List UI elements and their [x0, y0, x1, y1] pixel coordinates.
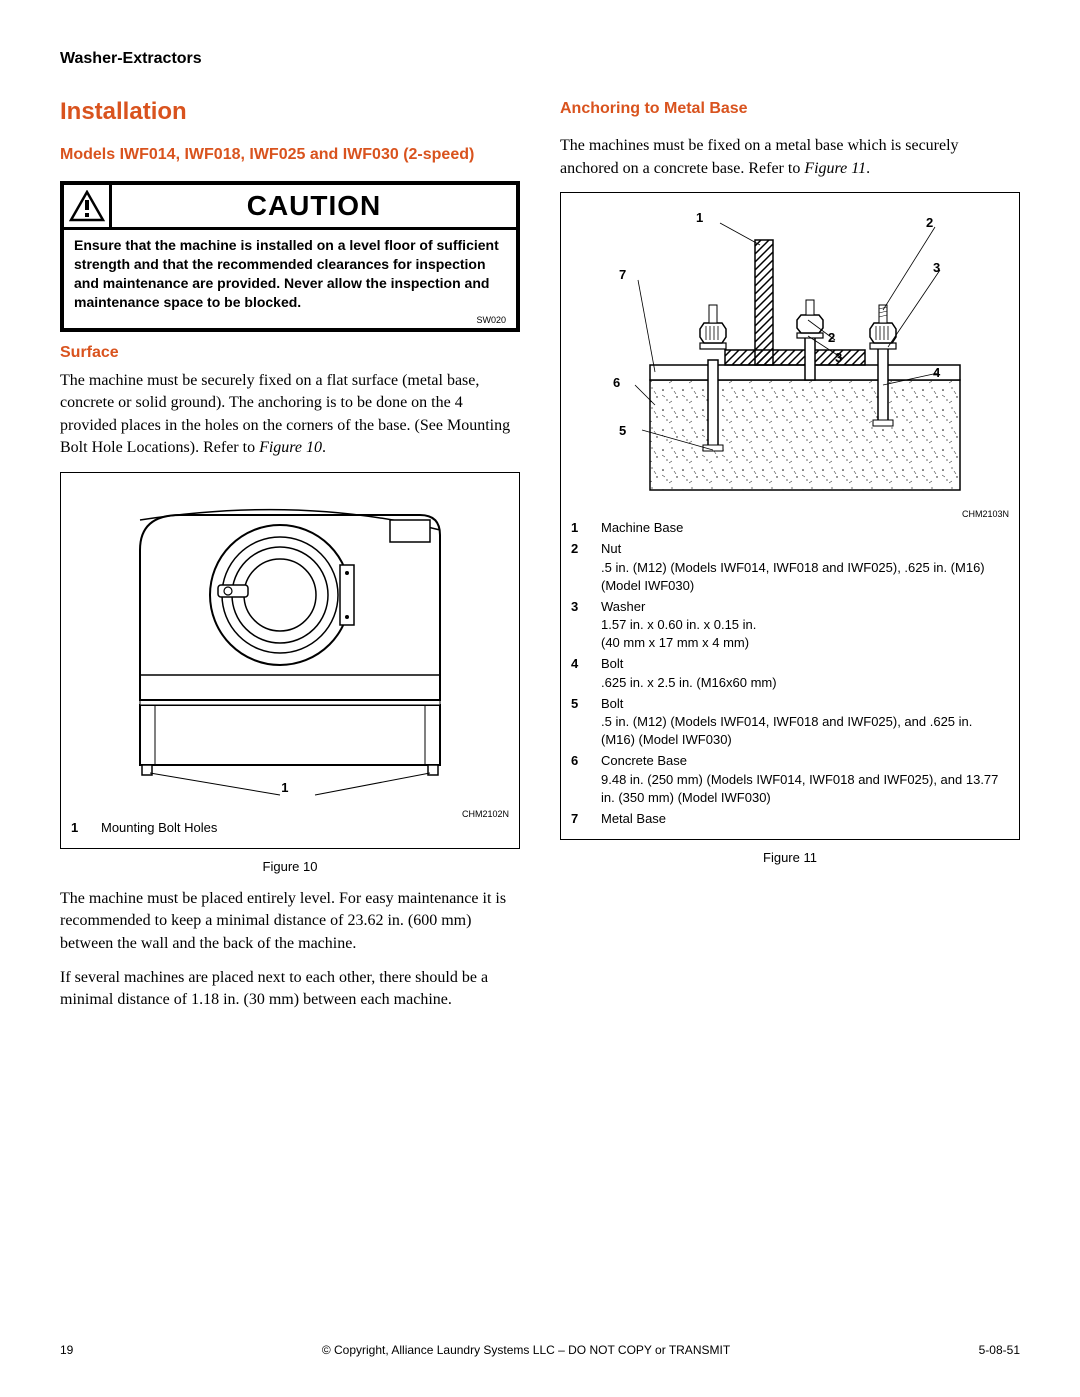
caution-text: Ensure that the machine is installed on … — [74, 237, 499, 310]
figure11-legend-num: 4 — [571, 655, 601, 691]
paragraph-3: If several machines are placed next to e… — [60, 967, 520, 1012]
caution-box: CAUTION Ensure that the machine is insta… — [60, 181, 520, 332]
figure11-legend-row: 3Washer 1.57 in. x 0.60 in. x 0.15 in. (… — [571, 598, 1009, 653]
figure-10-box: 1 CHM2102N 1 Mounting Bolt Holes — [60, 472, 520, 849]
fig11-c3: 3 — [933, 260, 940, 275]
caution-label: CAUTION — [112, 190, 516, 222]
models-subtitle: Models IWF014, IWF018, IWF025 and IWF030… — [60, 144, 520, 166]
figure-11-box: 1 2 3 4 5 6 7 2 3 CHM2103N 1Machine Base… — [560, 192, 1020, 840]
section-title-installation: Installation — [60, 98, 520, 126]
figure11-legend-text: Machine Base — [601, 519, 1009, 537]
caution-header: CAUTION — [64, 185, 516, 230]
figure11-legend: 1Machine Base2Nut .5 in. (M12) (Models I… — [571, 519, 1009, 828]
anchoring-p1-text: The machines must be fixed on a metal ba… — [560, 137, 959, 176]
figure11-legend-row: 2Nut .5 in. (M12) (Models IWF014, IWF018… — [571, 540, 1009, 595]
figure10-caption: Figure 10 — [60, 859, 520, 874]
anchoring-diagram-svg — [571, 205, 1009, 505]
figure11-code: CHM2103N — [571, 509, 1009, 519]
figure11-legend-text: Concrete Base 9.48 in. (250 mm) (Models … — [601, 752, 1009, 807]
left-column: Installation Models IWF014, IWF018, IWF0… — [60, 98, 520, 1024]
figure-10-diagram: 1 — [71, 485, 509, 805]
document-header: Washer-Extractors — [60, 50, 1020, 68]
figure11-legend-num: 2 — [571, 540, 601, 595]
warning-triangle-icon — [69, 190, 105, 222]
content-columns: Installation Models IWF014, IWF018, IWF0… — [60, 98, 1020, 1024]
surface-paragraph-1: The machine must be securely fixed on a … — [60, 370, 520, 460]
figure11-legend-row: 7Metal Base — [571, 810, 1009, 828]
fig11-c1: 1 — [696, 210, 703, 225]
fig11-c2: 2 — [926, 215, 933, 230]
figure11-legend-text: Bolt .625 in. x 2.5 in. (M16x60 mm) — [601, 655, 1009, 691]
warning-icon-cell — [64, 185, 112, 227]
figure11-legend-text: Washer 1.57 in. x 0.60 in. x 0.15 in. (4… — [601, 598, 1009, 653]
fig11-c7: 7 — [619, 267, 626, 282]
figure11-legend-num: 3 — [571, 598, 601, 653]
figure11-legend-row: 5Bolt .5 in. (M12) (Models IWF014, IWF01… — [571, 695, 1009, 750]
figure10-legend-row: 1 Mounting Bolt Holes — [71, 819, 509, 837]
footer-code: 5-08-51 — [979, 1343, 1020, 1357]
caution-code: SW020 — [74, 314, 506, 326]
anchoring-p1-ref: Figure 11 — [804, 160, 866, 177]
figure10-legend-num: 1 — [71, 819, 101, 837]
surface-title: Surface — [60, 344, 520, 362]
washer-diagram-svg — [71, 485, 509, 805]
figure10-callout-1: 1 — [281, 780, 288, 795]
footer-copyright: © Copyright, Alliance Laundry Systems LL… — [73, 1343, 978, 1357]
figure11-legend-num: 6 — [571, 752, 601, 807]
figure11-legend-num: 7 — [571, 810, 601, 828]
figure-11-diagram: 1 2 3 4 5 6 7 2 3 — [571, 205, 1009, 505]
anchoring-title: Anchoring to Metal Base — [560, 98, 1020, 120]
anchoring-paragraph: The machines must be fixed on a metal ba… — [560, 135, 1020, 180]
surface-p1-ref: Figure 10 — [259, 439, 322, 456]
figure10-code: CHM2102N — [71, 809, 509, 819]
figure11-legend-row: 1Machine Base — [571, 519, 1009, 537]
figure11-legend-text: Nut .5 in. (M12) (Models IWF014, IWF018 … — [601, 540, 1009, 595]
figure11-legend-num: 5 — [571, 695, 601, 750]
figure11-legend-text: Bolt .5 in. (M12) (Models IWF014, IWF018… — [601, 695, 1009, 750]
fig11-c6: 6 — [613, 375, 620, 390]
figure11-legend-row: 4Bolt .625 in. x 2.5 in. (M16x60 mm) — [571, 655, 1009, 691]
figure11-legend-num: 1 — [571, 519, 601, 537]
figure11-caption: Figure 11 — [560, 850, 1020, 865]
figure11-legend-row: 6Concrete Base 9.48 in. (250 mm) (Models… — [571, 752, 1009, 807]
page-footer: 19 © Copyright, Alliance Laundry Systems… — [60, 1343, 1020, 1357]
figure11-legend-text: Metal Base — [601, 810, 1009, 828]
fig11-c5: 5 — [619, 423, 626, 438]
paragraph-2: The machine must be placed entirely leve… — [60, 888, 520, 955]
right-column: Anchoring to Metal Base The machines mus… — [560, 98, 1020, 1024]
caution-body: Ensure that the machine is installed on … — [64, 230, 516, 328]
footer-page-number: 19 — [60, 1343, 73, 1357]
fig11-c4: 4 — [933, 365, 940, 380]
fig11-c2b: 2 — [828, 330, 835, 345]
figure10-legend-text: Mounting Bolt Holes — [101, 819, 509, 837]
fig11-c3b: 3 — [835, 350, 842, 365]
